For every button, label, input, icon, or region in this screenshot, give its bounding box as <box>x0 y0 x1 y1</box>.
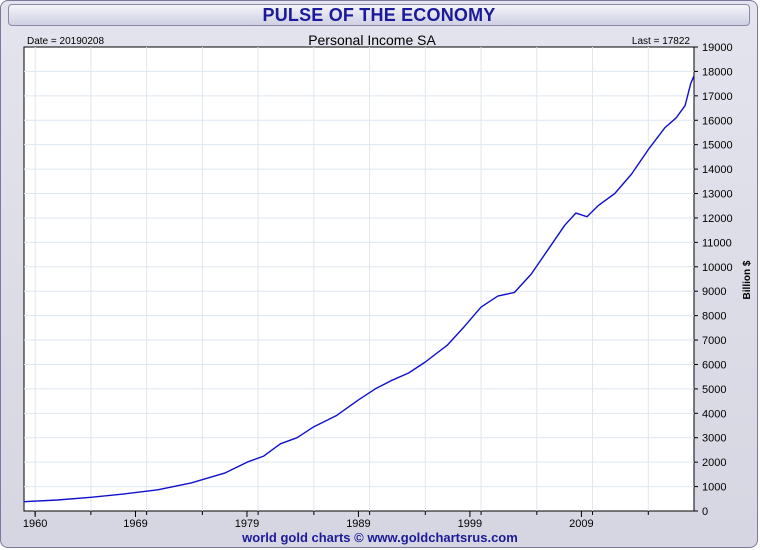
x-tick-label: 1999 <box>458 518 482 530</box>
y-tick-label: 11000 <box>702 237 732 249</box>
axes: 0 1000 2000 3000 4000 5000 6000 7000 8000 9000 100… <box>23 42 733 530</box>
banner: PULSE OF THE ECONOMY <box>8 4 750 26</box>
y-tick-label: 19000 <box>702 42 733 54</box>
y-tick-label: 9000 <box>702 286 726 298</box>
y-tick-label: 3000 <box>702 433 726 445</box>
y-tick-label: 12000 <box>702 213 733 225</box>
y-tick-label: 0 <box>702 506 708 518</box>
last-value-label: Last = 17822 <box>632 36 691 47</box>
x-tick-label: 2009 <box>569 518 593 530</box>
y-tick-label: 18000 <box>702 66 733 78</box>
y-tick-label: 4000 <box>702 408 726 420</box>
x-tick-label: 1969 <box>123 518 147 530</box>
chart-title: Personal Income SA <box>308 32 436 48</box>
y-tick-label: 13000 <box>702 189 733 201</box>
y-tick-label: 6000 <box>702 359 726 371</box>
y-tick-label: 10000 <box>702 262 733 274</box>
grid <box>24 47 694 511</box>
y-tick-label: 17000 <box>702 91 733 103</box>
y-tick-label: 2000 <box>702 457 726 469</box>
banner-title: PULSE OF THE ECONOMY <box>262 5 496 25</box>
x-tick-label: 1989 <box>346 518 370 530</box>
date-label: Date = 20190208 <box>27 36 104 47</box>
y-tick-label: 8000 <box>702 311 726 323</box>
y-tick-label: 15000 <box>702 140 733 152</box>
y-tick-label: 14000 <box>702 164 733 176</box>
plot-area <box>23 46 695 512</box>
footer-credit: world gold charts © www.goldchartsrus.co… <box>242 530 518 545</box>
x-tick-label: 1979 <box>235 518 259 530</box>
series-layer <box>23 75 695 503</box>
y-axis-label: Billion $ <box>742 260 753 299</box>
x-tick-label: 1960 <box>23 518 47 530</box>
y-tick-label: 16000 <box>702 115 733 127</box>
y-tick-label: 1000 <box>702 482 726 494</box>
series-line <box>23 75 695 503</box>
y-tick-label: 5000 <box>702 384 726 396</box>
y-tick-label: 7000 <box>702 335 726 347</box>
